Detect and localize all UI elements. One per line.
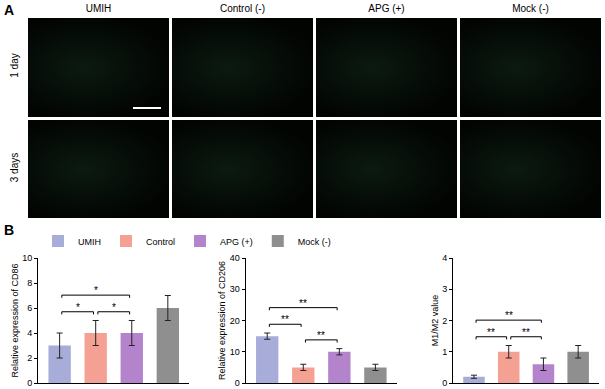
svg-text:2: 2 <box>442 316 447 326</box>
svg-text:0: 0 <box>27 378 32 388</box>
svg-text:10: 10 <box>230 347 240 357</box>
svg-text:**: ** <box>317 330 325 341</box>
svg-text:UMIH: UMIH <box>78 237 101 247</box>
svg-text:**: ** <box>522 327 530 338</box>
svg-text:Control: Control <box>146 237 175 247</box>
html-text:A: A <box>4 2 15 18</box>
svg-text:**: ** <box>487 327 495 338</box>
svg-text:4: 4 <box>27 328 32 338</box>
svg-text:2: 2 <box>27 353 32 363</box>
svg-text:0: 0 <box>235 378 240 388</box>
svg-text:**: ** <box>299 298 307 309</box>
html-text:1 day: 1 day <box>8 53 20 78</box>
svg-text:Relative expression of CD86: Relative expression of CD86 <box>10 263 20 377</box>
svg-text:30: 30 <box>230 284 240 294</box>
svg-text:10: 10 <box>22 253 32 263</box>
svg-text:*: * <box>112 302 116 313</box>
html-text:Control (-): Control (-) <box>220 3 265 14</box>
svg-text:*: * <box>94 285 98 296</box>
svg-text:APG (+): APG (+) <box>220 237 253 247</box>
html-text:B: B <box>4 222 15 238</box>
svg-text:3: 3 <box>442 284 447 294</box>
svg-text:4: 4 <box>442 253 447 263</box>
html-text:UMIH: UMIH <box>85 3 112 14</box>
html-text:APG (+): APG (+) <box>368 3 405 14</box>
svg-text:20: 20 <box>230 316 240 326</box>
svg-text:**: ** <box>281 314 289 325</box>
svg-text:**: ** <box>505 310 513 321</box>
svg-text:M1/M2 value: M1/M2 value <box>430 295 440 347</box>
svg-text:Relative expression of CD206: Relative expression of CD206 <box>217 261 227 380</box>
svg-text:40: 40 <box>230 253 240 263</box>
html-text:Mock (-): Mock (-) <box>512 3 549 14</box>
svg-text:6: 6 <box>27 303 32 313</box>
svg-text:*: * <box>76 302 80 313</box>
svg-text:1: 1 <box>442 347 447 357</box>
svg-text:0: 0 <box>442 378 447 388</box>
svg-text:8: 8 <box>27 278 32 288</box>
html-text:3 days: 3 days <box>8 152 20 182</box>
svg-text:Mock (-): Mock (-) <box>298 237 331 247</box>
